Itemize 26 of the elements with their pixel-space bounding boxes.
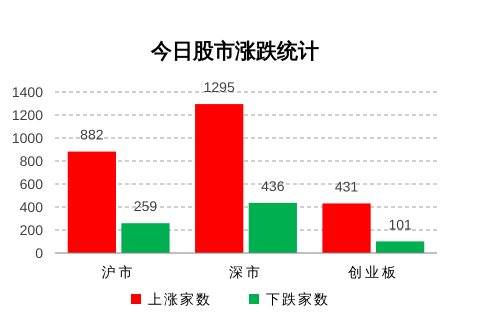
- y-tick-label: 600: [20, 176, 44, 192]
- y-tick-label: 1000: [12, 130, 44, 146]
- bar: [322, 203, 371, 253]
- y-tick-label: 400: [20, 198, 44, 215]
- chart-title: 今日股市涨跌统计: [150, 38, 319, 63]
- x-tick-label: 沪市: [102, 265, 136, 281]
- x-tick-label: 创业板: [348, 265, 399, 281]
- y-tick-label: 1200: [12, 106, 44, 123]
- bar: [376, 241, 424, 253]
- y-tick-label: 0: [35, 244, 44, 261]
- data-label: 1295: [204, 79, 235, 96]
- data-label: 431: [334, 178, 358, 194]
- data-label: 101: [388, 216, 412, 232]
- data-label: 259: [134, 198, 158, 214]
- data-label: 882: [80, 126, 104, 143]
- data-label: 436: [261, 178, 285, 194]
- y-tick-label: 800: [20, 152, 44, 169]
- legend-label: 上涨家数: [148, 292, 212, 308]
- x-tick-label: 深市: [229, 265, 263, 281]
- y-tick-label: 200: [20, 222, 44, 238]
- y-tick-label: 1400: [12, 84, 44, 100]
- bar: [248, 202, 297, 253]
- bar: [195, 104, 244, 253]
- bar: [68, 152, 116, 253]
- bar: [121, 223, 170, 253]
- legend-label: 下跌家数: [266, 292, 330, 308]
